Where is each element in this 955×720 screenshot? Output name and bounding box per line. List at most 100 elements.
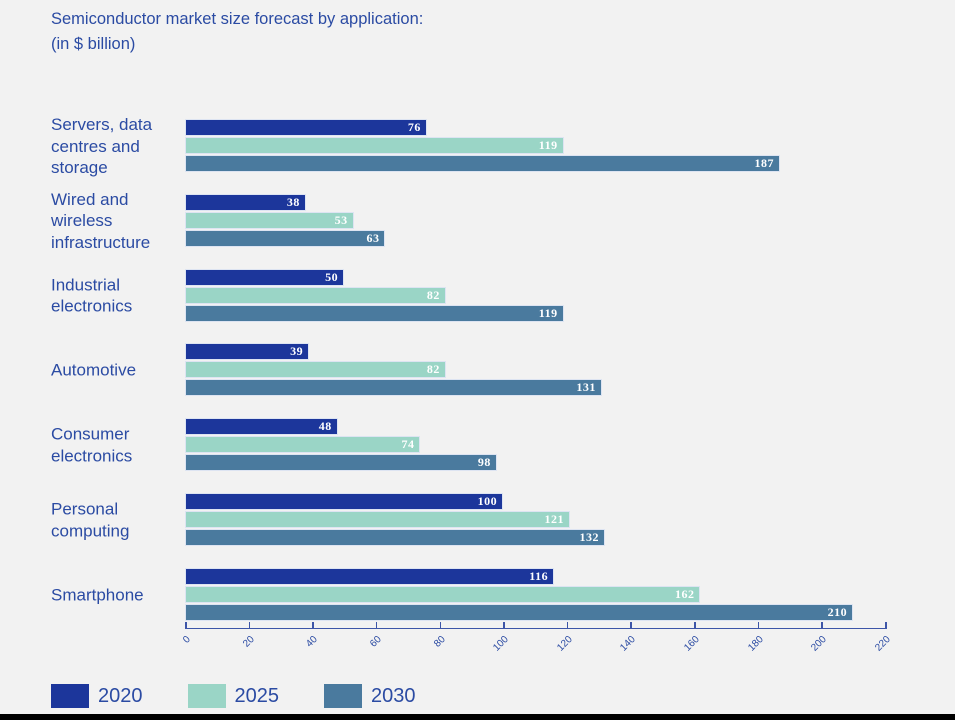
bar-row: 82 <box>185 286 885 305</box>
bar-2025: 53 <box>185 211 354 229</box>
axis-tick <box>566 622 569 628</box>
bar-row: 131 <box>185 379 885 397</box>
bar-2030: 131 <box>185 379 602 397</box>
bar-value-label: 76 <box>407 120 421 134</box>
bar-value-label: 119 <box>538 305 558 320</box>
chart-title-line1: Semiconductor market size forecast by ap… <box>51 10 424 28</box>
bar-row: 48 <box>185 418 885 436</box>
axis-tick <box>630 622 632 628</box>
bar-2020: 39 <box>185 343 310 361</box>
bar-2030: 187 <box>185 155 780 172</box>
axis-tick <box>694 622 696 628</box>
bar-row: 39 <box>185 343 885 361</box>
bar-value-label: 38 <box>286 194 300 209</box>
bar-2025: 119 <box>185 137 564 154</box>
bar-row: 53 <box>185 211 885 230</box>
axis-tick <box>375 622 378 628</box>
bar-row: 119 <box>185 304 885 323</box>
category-label: Industrial electronics <box>51 275 133 316</box>
bar-row: 187 <box>185 155 885 173</box>
bar-2025: 162 <box>185 585 701 603</box>
chart-title: Semiconductor market size forecast by ap… <box>51 7 423 57</box>
bar-2020: 100 <box>185 493 504 511</box>
bar-2020: 76 <box>185 119 427 136</box>
axis-tick-label: 140 <box>618 634 639 654</box>
bar-2025: 82 <box>185 286 446 304</box>
bar-2020: 38 <box>185 193 306 211</box>
legend-label-2020: 2020 <box>98 684 143 707</box>
axis-tick-label: 160 <box>682 634 702 654</box>
bar-row: 38 <box>185 193 885 212</box>
bar-row: 132 <box>185 529 885 547</box>
axis-tick-label: 40 <box>304 634 321 650</box>
bar-2025: 121 <box>185 511 570 529</box>
bar-row: 119 <box>185 137 885 155</box>
bar-2030: 63 <box>185 229 386 247</box>
bar-value-label: 50 <box>325 269 339 284</box>
bar-value-label: 39 <box>290 344 304 359</box>
axis-tick <box>312 622 314 628</box>
bar-row: 63 <box>185 229 885 248</box>
axis-tick <box>185 622 187 628</box>
axis-tick-label: 0 <box>181 634 193 646</box>
axis-tick-label: 120 <box>555 634 575 654</box>
footer-bar <box>0 714 955 720</box>
bar-value-label: 210 <box>827 604 848 619</box>
bar-value-label: 100 <box>477 494 498 509</box>
category-label: Wired and wireless infrastructure <box>51 189 151 252</box>
bar-group: 48 74 98 <box>185 418 885 472</box>
category-label: Smartphone <box>51 585 144 605</box>
legend-item-2020: 2020 <box>51 684 143 708</box>
bar-group: 100 121 132 <box>185 493 885 547</box>
x-axis <box>185 628 887 629</box>
bar-row: 74 <box>185 436 885 454</box>
bar-value-label: 121 <box>544 512 564 527</box>
axis-tick-label: 100 <box>491 634 511 654</box>
axis-tick <box>821 622 823 628</box>
bar-2030: 132 <box>185 529 605 547</box>
bar-row: 100 <box>185 493 885 511</box>
chart-legend: 2020 2025 2030 <box>51 684 461 708</box>
category-label: Consumer electronics <box>51 424 133 466</box>
axis-tick <box>248 622 251 628</box>
bar-2030: 98 <box>185 454 497 472</box>
axis-tick <box>439 622 442 628</box>
bar-row: 82 <box>185 361 885 379</box>
bar-value-label: 98 <box>477 455 491 470</box>
legend-swatch-2025 <box>187 684 226 708</box>
bar-2025: 74 <box>185 436 421 454</box>
legend-label-2025: 2025 <box>234 684 280 707</box>
bar-value-label: 132 <box>579 530 599 545</box>
bar-group: 76 119 187 <box>185 119 885 173</box>
axis-tick-label: 60 <box>368 634 384 650</box>
bar-value-label: 53 <box>334 212 348 227</box>
bar-row: 50 <box>185 268 885 287</box>
bar-row: 76 <box>185 119 885 137</box>
bar-group: 50 82 119 <box>185 268 885 323</box>
chart-title-line2: (in $ billion) <box>51 35 136 53</box>
axis-tick-label: 200 <box>809 634 830 654</box>
axis-tick-label: 20 <box>240 634 257 650</box>
bar-group: 38 53 63 <box>185 193 885 248</box>
axis-tick-label: 220 <box>873 634 893 654</box>
bar-2020: 116 <box>185 567 555 585</box>
legend-item-2025: 2025 <box>187 684 280 708</box>
category-label: Servers, data centres and storage <box>51 114 153 177</box>
bar-value-label: 162 <box>674 586 695 601</box>
bar-row: 121 <box>185 511 885 529</box>
bar-2020: 50 <box>185 268 345 286</box>
bar-row: 116 <box>185 567 885 586</box>
axis-tick <box>757 622 760 628</box>
legend-label-2030: 2030 <box>371 684 416 707</box>
legend-swatch-2020 <box>51 684 89 708</box>
axis-tick-label: 80 <box>431 634 448 650</box>
bar-value-label: 82 <box>426 362 440 377</box>
category-label: Automotive <box>51 360 137 380</box>
axis-tick-label: 180 <box>745 634 766 654</box>
axis-tick <box>885 622 887 628</box>
bar-2030: 210 <box>185 603 854 621</box>
bar-2025: 82 <box>185 361 446 379</box>
axis-tick <box>503 622 505 628</box>
bar-2020: 48 <box>185 418 338 436</box>
bar-value-label: 74 <box>401 437 415 452</box>
